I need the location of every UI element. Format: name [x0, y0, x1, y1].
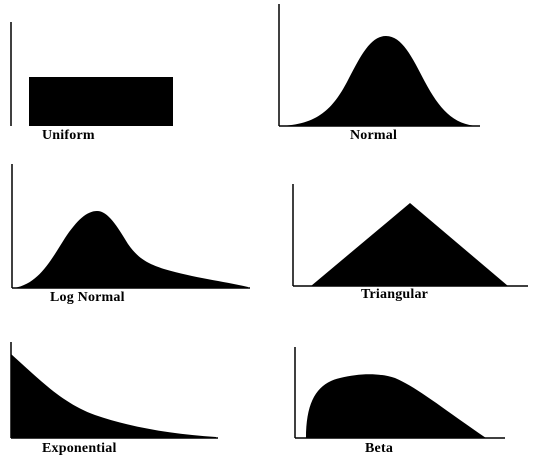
beta-curve — [306, 374, 486, 438]
exponential-panel — [10, 342, 218, 439]
uniform-shape — [29, 77, 173, 126]
exponential-curve — [11, 354, 216, 438]
lognormal-label: Log Normal — [50, 290, 125, 305]
uniform-panel — [10, 22, 173, 126]
normal-panel — [278, 4, 480, 127]
beta-panel — [294, 347, 505, 439]
uniform-label: Uniform — [42, 128, 95, 143]
triangular-shape — [311, 203, 508, 286]
normal-label: Normal — [350, 128, 398, 143]
triangular-label: Triangular — [361, 287, 429, 302]
beta-label: Beta — [365, 441, 394, 456]
triangular-panel — [292, 184, 528, 287]
lognormal-panel — [11, 164, 250, 289]
lognormal-curve — [14, 211, 248, 288]
normal-curve — [279, 36, 478, 126]
exponential-label: Exponential — [42, 441, 117, 456]
